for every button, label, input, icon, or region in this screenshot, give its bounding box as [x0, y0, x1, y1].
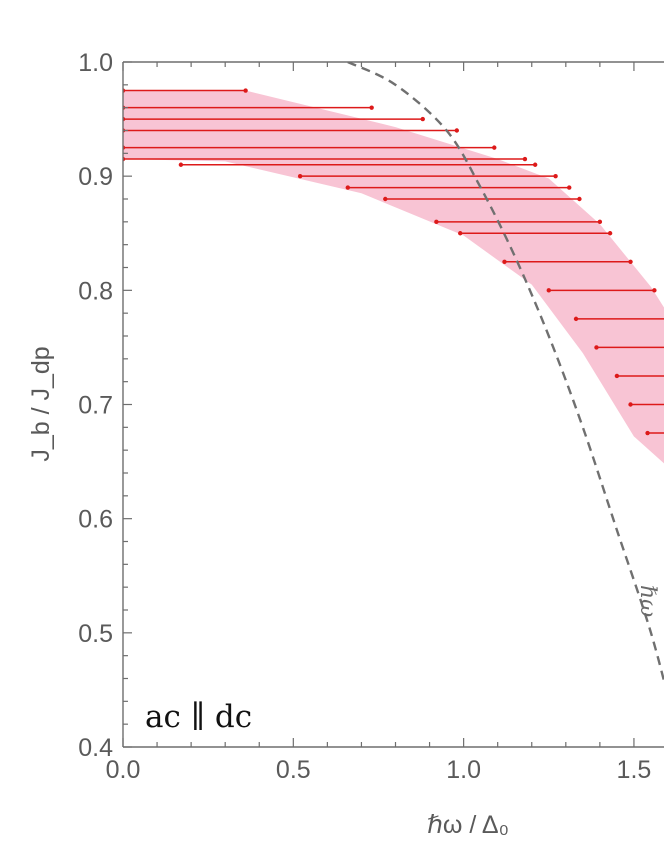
- segment-end-point-4: [492, 145, 497, 150]
- y-tick-label-2: 0.6: [78, 506, 113, 534]
- segment-start-point-12: [502, 259, 507, 264]
- x-tick-label-3: 1.5: [617, 756, 652, 784]
- segment-start-point-11: [458, 231, 463, 236]
- tick-labels: 0.0 0.5 1.0 1.5 0.4 0.5 0.6 0.7 0.8 0.9 1.0: [78, 49, 651, 784]
- y-tick-label-6: 1.0: [78, 49, 113, 77]
- segment-end-point-8: [567, 185, 572, 190]
- segment-start-point-16: [614, 373, 620, 379]
- curve-label: ℏω: [635, 585, 660, 617]
- segment-start-point-17: [628, 402, 633, 407]
- segment-start-point-15: [594, 345, 599, 350]
- segment-start-point-10: [434, 219, 439, 225]
- segment-end-point-9: [577, 196, 582, 202]
- segment-end-point-11: [607, 231, 613, 236]
- segment-end-point-12: [628, 259, 633, 264]
- interval-band: [123, 90, 664, 464]
- x-axis-title: ℏω / Δ₀: [427, 811, 509, 839]
- annotation-label: ac ∥ dc: [145, 699, 252, 735]
- segment-end-point-13: [652, 288, 657, 293]
- segment-start-point-6: [178, 162, 184, 167]
- y-tick-label-3: 0.7: [78, 391, 113, 419]
- y-tick-label-4: 0.8: [78, 277, 113, 305]
- y-tick-label-0: 0.4: [78, 734, 113, 762]
- segment-start-point-18: [645, 430, 650, 436]
- x-tick-label-0: 0.0: [106, 756, 141, 784]
- segment-end-point-10: [597, 219, 603, 225]
- x-tick-label-1: 0.5: [276, 756, 311, 784]
- segment-start-point-9: [383, 196, 388, 202]
- segment-end-point-2: [420, 116, 425, 122]
- dashed-threshold-curve: [347, 62, 664, 686]
- tick-marks: [122, 61, 635, 748]
- segment-start-point-13: [546, 288, 551, 293]
- y-tick-label-5: 0.9: [78, 163, 113, 191]
- segment-end-point-3: [454, 128, 460, 133]
- segment-end-point-6: [532, 162, 538, 167]
- segment-start-point-8: [345, 185, 351, 190]
- segment-end-point-0: [243, 88, 248, 93]
- y-tick-label-1: 0.5: [78, 620, 113, 648]
- y-axis-title: J_b / J_dp: [27, 346, 55, 461]
- segment-end-point-1: [369, 105, 374, 110]
- segment-end-point-7: [553, 173, 558, 179]
- x-tick-label-2: 1.0: [446, 756, 481, 784]
- segment-start-point-14: [573, 316, 579, 322]
- interval-segments: [123, 88, 664, 436]
- segment-end-point-5: [522, 156, 528, 162]
- segment-start-point-7: [297, 173, 303, 179]
